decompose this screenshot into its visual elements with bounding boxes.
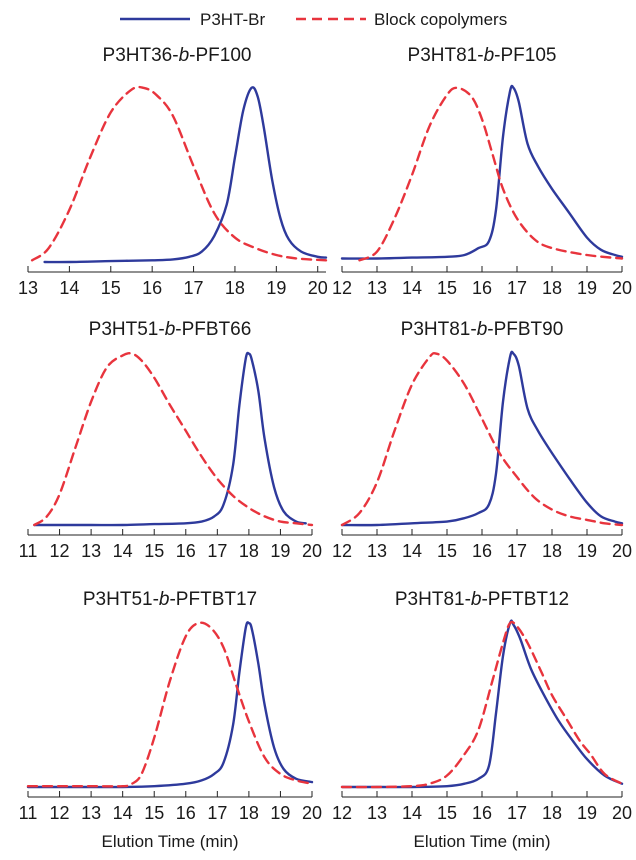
x-tick-label: 18	[542, 803, 562, 823]
chart-panel-p3ht51-b-pftbt17: P3HT51-b-PFTBT17 11 12 13 14 15 16 17 18 19 20 Elut…	[19, 589, 322, 851]
series-line-p3ht-br	[340, 350, 624, 527]
x-tick-label: 18	[239, 541, 259, 561]
x-tick-label: 15	[437, 541, 457, 561]
x-tick-label: 17	[507, 803, 527, 823]
series-line-block-copolymers	[33, 352, 314, 527]
x-tick-label: 17	[207, 541, 227, 561]
x-axis-label: Elution Time (min)	[102, 832, 239, 851]
x-tick-label: 17	[207, 803, 227, 823]
x-tick-label: 16	[142, 278, 162, 298]
x-tick-label: 16	[472, 541, 492, 561]
x-tick-label: 11	[19, 541, 38, 561]
chart-panel-p3ht81-b-pf105: P3HT81-b-PF105 12 13 14 15 16 17 18 19 20	[332, 45, 632, 298]
x-tick-label: 20	[612, 541, 632, 561]
x-tick-label: 15	[437, 803, 457, 823]
x-tick-label: 16	[176, 541, 196, 561]
x-tick-label: 19	[577, 278, 597, 298]
x-tick-label: 16	[472, 803, 492, 823]
x-tick-label: 17	[507, 541, 527, 561]
x-tick-label: 12	[332, 803, 352, 823]
chart-title: P3HT51-b-PFBT66	[89, 319, 252, 340]
chart-panel-p3ht36-b-pf100: P3HT36-b-PF100 13 14 15 16 17 18 19 20	[18, 45, 328, 298]
x-tick-label: 19	[266, 278, 286, 298]
x-tick-label: 18	[542, 278, 562, 298]
x-tick-label: 18	[239, 803, 259, 823]
x-tick-label: 17	[184, 278, 204, 298]
x-tick-label: 20	[308, 278, 328, 298]
series-line-p3ht-br	[43, 86, 328, 264]
series-line-block-copolymers	[340, 620, 624, 789]
x-tick-label: 13	[18, 278, 38, 298]
x-tick-label: 14	[59, 278, 79, 298]
x-tick-label: 20	[612, 278, 632, 298]
x-tick-label: 20	[302, 803, 322, 823]
x-tick-label: 18	[542, 541, 562, 561]
x-tick-label: 15	[144, 803, 164, 823]
x-tick-label: 14	[113, 803, 133, 823]
chart-panel-p3ht81-b-pfbt90: P3HT81-b-PFBT90 12 13 14 15 16 17 18 19 20	[332, 319, 632, 561]
x-tick-label: 13	[367, 803, 387, 823]
x-tick-label: 11	[19, 803, 38, 823]
x-tick-label: 15	[101, 278, 121, 298]
chart-title: P3HT81-b-PFTBT12	[395, 589, 569, 610]
x-tick-label: 20	[612, 803, 632, 823]
x-tick-label: 18	[225, 278, 245, 298]
x-tick-label: 12	[332, 541, 352, 561]
x-tick-label: 12	[50, 541, 70, 561]
chart-title: P3HT36-b-PF100	[103, 45, 252, 66]
series-line-p3ht-br	[340, 84, 624, 260]
x-tick-label: 14	[402, 278, 422, 298]
x-tick-label: 12	[332, 278, 352, 298]
chart-title: P3HT81-b-PF105	[408, 45, 557, 66]
x-tick-label: 15	[144, 541, 164, 561]
x-tick-label: 14	[402, 541, 422, 561]
chart-title: P3HT51-b-PFTBT17	[83, 589, 257, 610]
series-line-p3ht-br	[340, 619, 624, 789]
x-tick-label: 20	[302, 541, 322, 561]
series-line-p3ht-br	[33, 351, 307, 527]
x-tick-label: 17	[507, 278, 527, 298]
x-tick-label: 13	[81, 541, 101, 561]
x-tick-label: 19	[577, 803, 597, 823]
x-tick-label: 15	[437, 278, 457, 298]
series-line-block-copolymers	[30, 85, 328, 262]
series-line-block-copolymers	[358, 86, 624, 262]
series-line-block-copolymers	[26, 621, 314, 788]
legend-label-block-copolymers: Block copolymers	[374, 10, 507, 29]
series-line-block-copolymers	[340, 351, 624, 527]
x-tick-label: 19	[270, 541, 290, 561]
x-tick-label: 16	[176, 803, 196, 823]
x-tick-label: 14	[402, 803, 422, 823]
x-axis-label: Elution Time (min)	[414, 832, 551, 851]
x-tick-label: 19	[270, 803, 290, 823]
x-tick-label: 16	[472, 278, 492, 298]
x-tick-label: 13	[367, 541, 387, 561]
legend-label-p3ht-br: P3HT-Br	[200, 10, 266, 29]
x-tick-label: 14	[113, 541, 133, 561]
x-tick-label: 13	[367, 278, 387, 298]
chart-panel-p3ht51-b-pfbt66: P3HT51-b-PFBT66 11 12 13 14 15 16 17 18 19 20	[19, 319, 322, 561]
legend: P3HT-Br Block copolymers	[120, 10, 507, 29]
chart-panel-p3ht81-b-pftbt12: P3HT81-b-PFTBT12 12 13 14 15 16 17 18 19 20 Elutio…	[332, 589, 632, 851]
x-tick-label: 19	[577, 541, 597, 561]
x-tick-label: 12	[50, 803, 70, 823]
x-tick-label: 13	[81, 803, 101, 823]
chart-title: P3HT81-b-PFBT90	[401, 319, 564, 340]
